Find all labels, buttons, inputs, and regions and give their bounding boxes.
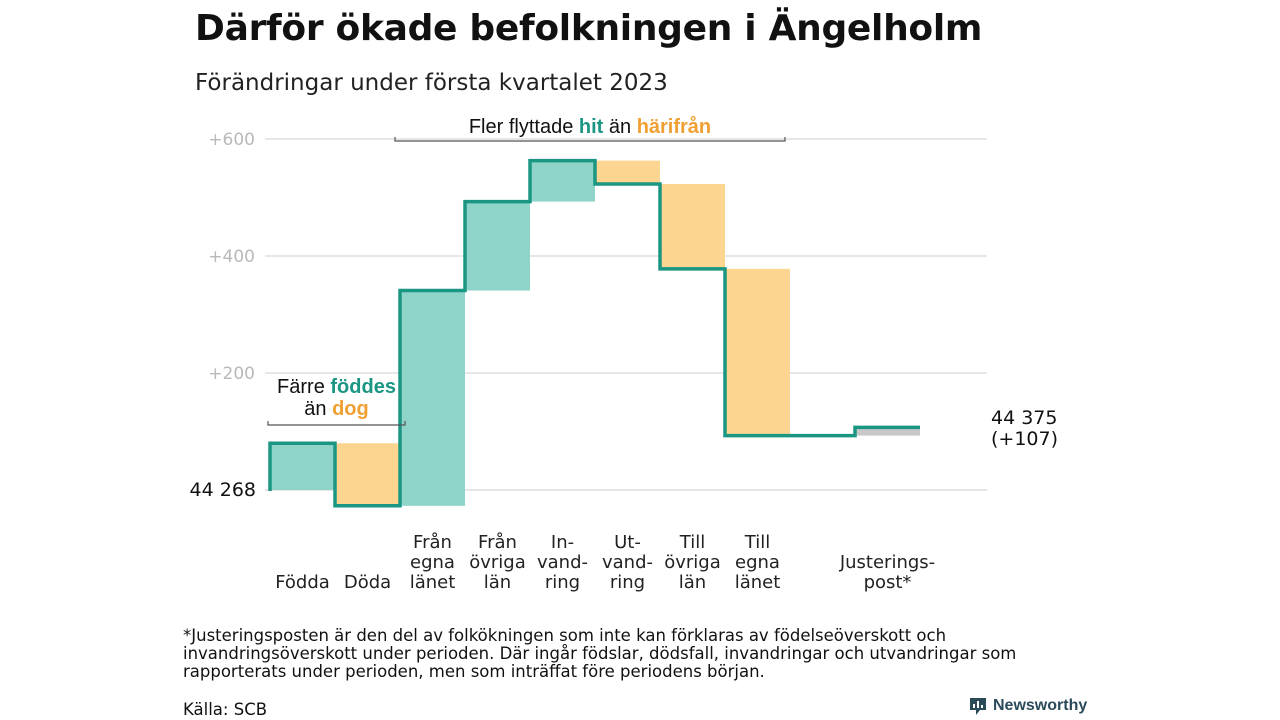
category-label: län xyxy=(484,572,511,593)
bar-increase xyxy=(530,160,595,202)
births-annotation: Färre föddes xyxy=(277,376,396,398)
category-label: ring xyxy=(545,572,580,593)
category-label: Ut- xyxy=(614,532,641,553)
category-label: övriga xyxy=(664,552,721,573)
migration-bracket xyxy=(394,137,786,142)
category-label: post* xyxy=(864,572,912,593)
category-label: Döda xyxy=(344,572,391,593)
end-change-label: (+107) xyxy=(991,428,1058,450)
chart-title: Därför ökade befolkningen i Ängelholm xyxy=(195,8,983,49)
newsworthy-logo-icon xyxy=(970,698,986,715)
step-line xyxy=(268,158,920,508)
category-label: egna xyxy=(410,552,455,573)
bar-decrease xyxy=(660,184,725,269)
category-label: ring xyxy=(610,572,645,593)
category-label: län xyxy=(679,572,706,593)
category-label: övriga xyxy=(469,552,526,573)
y-tick-label: +400 xyxy=(208,247,255,267)
births-deaths-bracket xyxy=(267,421,406,426)
footnote: *Justeringsposten är den del av folkökni… xyxy=(183,626,1017,681)
brand-logo: Newsworthy xyxy=(968,696,1087,716)
category-label: vand- xyxy=(537,552,588,573)
deaths-annotation: än dog xyxy=(304,398,368,420)
bar-increase xyxy=(465,201,530,291)
start-value-label: 44 268 xyxy=(190,479,256,501)
category-label: Justerings- xyxy=(839,552,935,573)
category-label: länet xyxy=(410,572,456,593)
category-label: In- xyxy=(551,532,574,553)
category-label: vand- xyxy=(602,552,653,573)
bar-decrease xyxy=(595,160,660,185)
y-tick-label: +200 xyxy=(208,364,255,384)
category-label: Från xyxy=(413,532,452,553)
y-tick-label: +600 xyxy=(208,130,255,150)
bar-decrease xyxy=(335,443,400,506)
bar-increase xyxy=(400,290,465,506)
brand-name: Newsworthy xyxy=(993,697,1088,714)
category-label: Till xyxy=(744,532,770,553)
bar-decrease xyxy=(725,268,790,436)
grid-lines xyxy=(265,138,987,491)
bars xyxy=(270,160,920,506)
source-note: Källa: SCB xyxy=(183,700,268,719)
chart-subtitle: Förändringar under första kvartalet 2023 xyxy=(195,70,668,96)
category-label: Från xyxy=(478,532,517,553)
bar-increase xyxy=(270,443,335,490)
migration-annotation: Fler flyttade hit än härifrån xyxy=(469,115,711,138)
category-label: Till xyxy=(679,532,705,553)
category-label: länet xyxy=(735,572,781,593)
category-label: Födda xyxy=(275,572,330,593)
bar-adjustment xyxy=(855,427,920,436)
category-label: egna xyxy=(735,552,780,573)
end-value-label: 44 375 xyxy=(991,407,1057,429)
running-total-line xyxy=(268,158,920,508)
